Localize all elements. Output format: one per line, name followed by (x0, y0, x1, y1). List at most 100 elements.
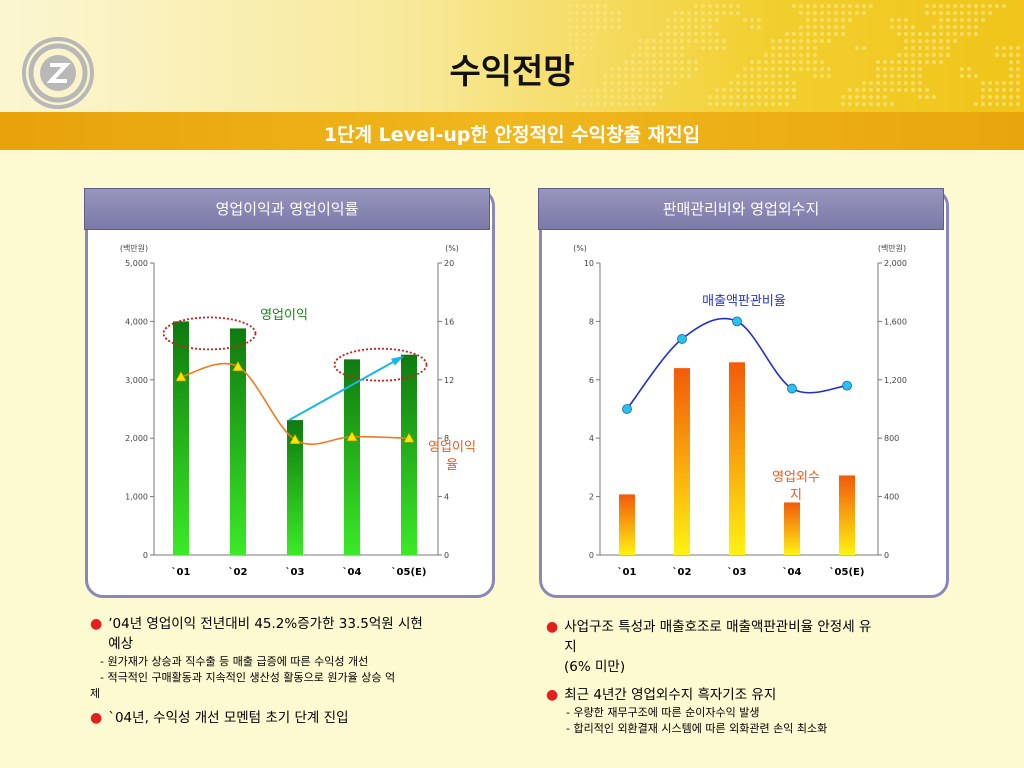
deco-dot (638, 67, 642, 71)
deco-dot (764, 74, 768, 78)
deco-dot (673, 53, 677, 57)
deco-dot (939, 53, 943, 57)
deco-dot (813, 60, 817, 64)
deco-dot (638, 81, 642, 85)
deco-dot (834, 11, 838, 15)
deco-dot (918, 39, 922, 43)
deco-dot (855, 88, 859, 92)
deco-dot (652, 53, 656, 57)
deco-dot (792, 39, 796, 43)
deco-dot (967, 74, 971, 78)
deco-dot (757, 60, 761, 64)
deco-dot (596, 18, 600, 22)
deco-dot (673, 60, 677, 64)
deco-dot (1016, 53, 1020, 57)
deco-dot (575, 53, 579, 57)
deco-dot (736, 102, 740, 106)
deco-dot (771, 60, 775, 64)
deco-dot (778, 39, 782, 43)
deco-dot (687, 11, 691, 15)
deco-dot (687, 74, 691, 78)
deco-dot (673, 46, 677, 50)
y-tick-label-left: 2,000 (125, 434, 148, 443)
deco-dot (750, 88, 754, 92)
deco-dot (799, 46, 803, 50)
deco-dot (918, 60, 922, 64)
deco-dot (911, 74, 915, 78)
deco-dot (876, 88, 880, 92)
deco-dot (582, 18, 586, 22)
deco-dot (946, 4, 950, 8)
deco-dot (750, 67, 754, 71)
deco-dot (750, 102, 754, 106)
deco-dot (603, 18, 607, 22)
deco-dot (631, 53, 635, 57)
deco-dot (680, 39, 684, 43)
deco-dot (974, 102, 978, 106)
deco-dot (939, 11, 943, 15)
deco-dot (631, 95, 635, 99)
deco-dot (869, 4, 873, 8)
deco-dot (708, 95, 712, 99)
bar-series-label: 영업외수 (772, 470, 820, 485)
note-sub: - 적극적인 구매활동과 지속적인 생산성 활동으로 원가율 상승 억 (100, 671, 396, 684)
deco-dot (666, 81, 670, 85)
deco-dot (953, 18, 957, 22)
deco-dot (960, 32, 964, 36)
deco-dot (589, 88, 593, 92)
deco-dot (603, 4, 607, 8)
deco-dot (589, 102, 593, 106)
deco-dot (785, 60, 789, 64)
deco-dot (708, 102, 712, 106)
deco-dot (841, 25, 845, 29)
deco-dot (610, 67, 614, 71)
deco-dot (666, 60, 670, 64)
deco-dot (666, 32, 670, 36)
deco-dot (960, 67, 964, 71)
deco-dot (820, 60, 824, 64)
deco-dot (932, 32, 936, 36)
sga-nonoperating-chart: 0 2 4 6 8 10 0 400 800 1,200 1,600 2,000 (%) (백만원) `01… (573, 243, 907, 578)
deco-dot (1016, 46, 1020, 50)
deco-dot (659, 46, 663, 50)
deco-dot (897, 60, 901, 64)
deco-dot (946, 53, 950, 57)
deco-dot (862, 11, 866, 15)
line-point-marker (677, 334, 687, 344)
deco-dot (568, 39, 572, 43)
deco-dot (582, 102, 586, 106)
deco-dot (680, 18, 684, 22)
deco-dot (841, 11, 845, 15)
y-unit-left: (백만원) (120, 243, 148, 253)
deco-dot (890, 25, 894, 29)
deco-dot (666, 25, 670, 29)
deco-dot (918, 81, 922, 85)
deco-dot (652, 67, 656, 71)
y-tick-label-right: 1,600 (884, 317, 907, 326)
deco-dot (652, 39, 656, 43)
deco-dot (743, 74, 747, 78)
deco-dot (813, 39, 817, 43)
deco-dot (610, 102, 614, 106)
y-tick-label-left: 6 (589, 376, 594, 385)
deco-dot (771, 102, 775, 106)
deco-dot (995, 102, 999, 106)
line-point-marker (787, 383, 797, 394)
note-text: 예상 (108, 636, 134, 652)
deco-dot (883, 67, 887, 71)
deco-dot (708, 32, 712, 36)
deco-dot (792, 81, 796, 85)
deco-dot (932, 46, 936, 50)
deco-dot (687, 67, 691, 71)
deco-dot (687, 18, 691, 22)
deco-dot (575, 11, 579, 15)
deco-dot (813, 46, 817, 50)
deco-dot (666, 46, 670, 50)
deco-dot (624, 67, 628, 71)
deco-dot (659, 95, 663, 99)
deco-dot (575, 25, 579, 29)
deco-dot (799, 39, 803, 43)
note-sub: - 원가재가 상승과 직수출 등 매출 급증에 따른 수익성 개선 (100, 655, 369, 668)
deco-dot (981, 81, 985, 85)
y-tick-label-right: 12 (444, 376, 454, 385)
